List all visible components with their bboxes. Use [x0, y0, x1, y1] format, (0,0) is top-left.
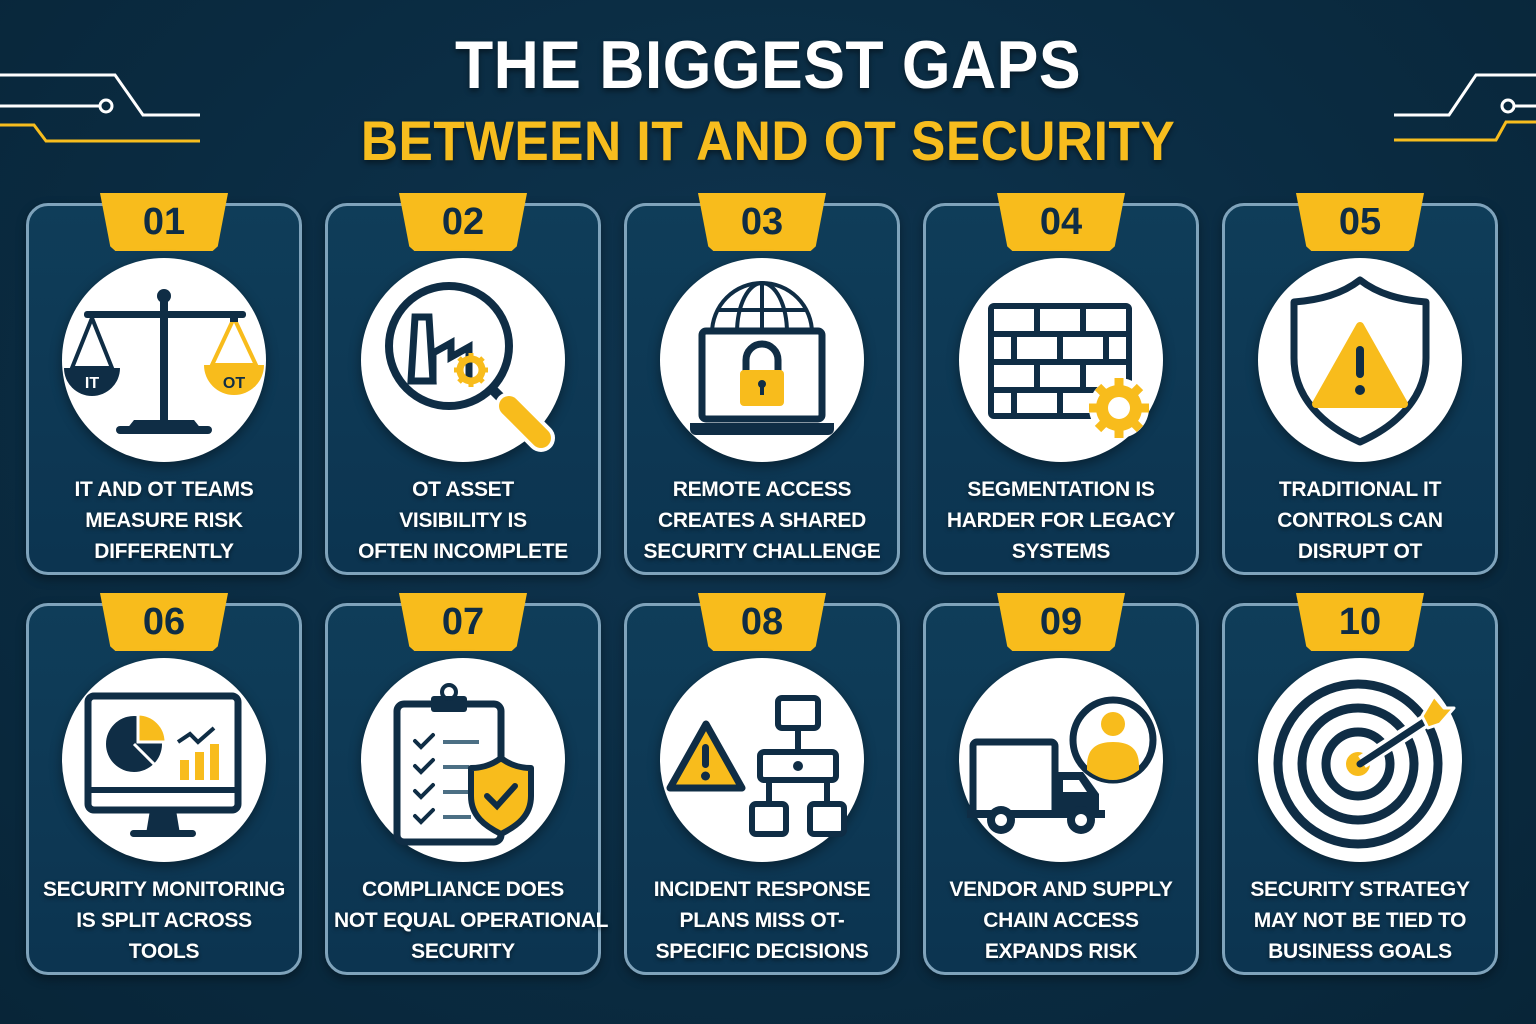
circuit-trace-left-icon [0, 73, 200, 143]
icon-circle [1258, 258, 1462, 462]
icon-circle: IT OT [62, 258, 266, 462]
card-description: SECURITY STRATEGY MAY NOT BE TIED TO BUS… [1250, 878, 1470, 963]
monitor-dashboard-icon [84, 692, 242, 837]
gap-card-07: 07 COMPLIANCE DOES NOT EQUAL OPERATION [325, 593, 609, 975]
gap-card-01: 01 IT OT IT AND OT TEAMS MEASURE RISK DI… [26, 193, 302, 575]
icon-circle [361, 658, 565, 862]
card-description: REMOTE ACCESS CREATES A SHARED SECURITY … [643, 478, 881, 563]
target-arrow-icon [1273, 679, 1456, 849]
icon-circle [660, 658, 864, 862]
card-number-badge: 03 [698, 193, 826, 251]
gap-card-08: 08 INCIDENT RESPONSE PLANS MISS OT- SPEC… [624, 593, 900, 975]
card-number-badge: 08 [698, 593, 826, 651]
icon-circle [62, 658, 266, 862]
card-description: TRADITIONAL IT CONTROLS CAN DISRUPT OT [1277, 478, 1443, 563]
svg-text:OT: OT [223, 375, 245, 392]
page-subtitle: BETWEEN IT AND OT SECURITY [360, 109, 1176, 172]
gap-card-03: 03 REMOTE ACCESS CREATES A SHARED SECURI… [624, 193, 900, 575]
card-description: SEGMENTATION IS HARDER FOR LEGACY SYSTEM… [946, 478, 1176, 563]
page-title: THE BIGGEST GAPS [454, 27, 1082, 103]
gap-card-09: 09 VENDOR AND SUPPLY CHAIN ACCESS EXPAND… [923, 593, 1199, 975]
icon-circle [959, 658, 1163, 862]
svg-text:IT: IT [85, 375, 99, 392]
circuit-trace-right-icon [1394, 73, 1536, 142]
icon-circle [959, 258, 1163, 462]
gap-card-06: 06 SECURITY MONITORING IS SPLIT ACROSS T… [26, 593, 302, 975]
icon-circle [660, 258, 864, 462]
firewall-gear-icon [988, 303, 1149, 438]
card-description: VENDOR AND SUPPLY CHAIN ACCESS EXPANDS R… [949, 878, 1173, 963]
card-description: COMPLIANCE DOES NOT EQUAL OPERATIONAL SE… [334, 878, 609, 963]
card-description: SECURITY MONITORING IS SPLIT ACROSS TOOL… [42, 878, 286, 963]
card-description: OT ASSET VISIBILITY IS OFTEN INCOMPLETE [358, 478, 568, 563]
icon-circle [361, 258, 565, 462]
card-number-badge: 01 [100, 193, 228, 251]
balance-scale-icon: IT OT [64, 289, 264, 434]
card-number-badge: 10 [1296, 593, 1424, 651]
magnifier-factory-icon [385, 282, 555, 452]
card-number-badge: 06 [100, 593, 228, 651]
warning-flowchart-icon [666, 695, 847, 837]
card-description: INCIDENT RESPONSE PLANS MISS OT- SPECIFI… [653, 878, 871, 963]
truck-vendor-icon [967, 696, 1157, 834]
card-number-badge: 02 [399, 193, 527, 251]
card-number-badge: 07 [399, 593, 527, 651]
gap-card-02: 02 OT ASSET VISIBILITY IS OFTEN INCOMPLE… [325, 193, 601, 575]
card-number-badge: 04 [997, 193, 1125, 251]
clipboard-shield-icon [393, 683, 534, 846]
card-number-badge: 05 [1296, 193, 1424, 251]
icon-circle [1258, 658, 1462, 862]
shield-warning-icon [1290, 276, 1430, 446]
globe-laptop-lock-icon [690, 281, 834, 435]
gap-card-04: 04 [923, 193, 1199, 575]
card-description: IT AND OT TEAMS MEASURE RISK DIFFERENTLY [74, 478, 254, 563]
gap-card-10: 10 SECURITY STRATEGY MAY NOT BE TIED TO … [1222, 593, 1498, 975]
gap-card-05: 05 TRADITIONAL IT CONTROLS CAN DISRUPT O… [1222, 193, 1498, 575]
card-number-badge: 09 [997, 593, 1125, 651]
